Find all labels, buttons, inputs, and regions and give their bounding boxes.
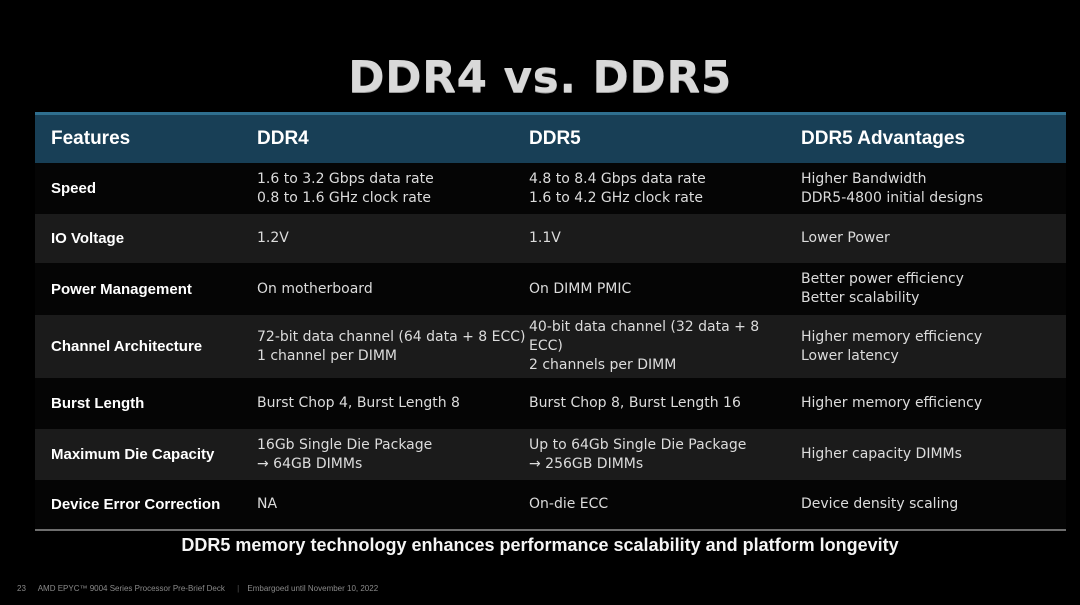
ddr4-value: 72-bit data channel (64 data + 8 ECC) 1 … bbox=[241, 328, 526, 366]
ddr5-line: On-die ECC bbox=[529, 496, 609, 512]
ddr4-line: 16Gb Single Die Package bbox=[257, 436, 433, 453]
advantage-line: Higher memory efficiency bbox=[801, 395, 983, 411]
ddr5-line: 4.8 to 8.4 Gbps data rate bbox=[529, 170, 706, 187]
feature-label: Burst Length bbox=[51, 395, 145, 412]
table-row-channel-architecture: Channel Architecture 72-bit data channel… bbox=[35, 315, 1066, 378]
table-row-max-die-capacity: Maximum Die Capacity 16Gb Single Die Pac… bbox=[35, 429, 1066, 480]
slide-tagline: DDR5 memory technology enhances performa… bbox=[181, 535, 899, 555]
ddr5-line: 2 channels per DIMM bbox=[529, 357, 677, 373]
feature-label: Speed bbox=[51, 180, 97, 197]
comparison-table: Features DDR4 DDR5 DDR5 Advantages Speed… bbox=[35, 112, 1066, 531]
advantage-line: Higher Bandwidth bbox=[801, 170, 927, 187]
ddr4-line: 1.6 to 3.2 Gbps data rate bbox=[257, 170, 434, 187]
ddr4-line: 0.8 to 1.6 GHz clock rate bbox=[257, 189, 431, 206]
ddr4-line: Burst Chop 4, Burst Length 8 bbox=[257, 395, 460, 411]
advantage-value: Better power efficiency Better scalabili… bbox=[785, 270, 1066, 308]
advantage-value: Higher memory efficiency bbox=[785, 394, 1066, 413]
embargo-notice: Embargoed until November 10, 2022 bbox=[247, 584, 379, 593]
table-row-io-voltage: IO Voltage 1.2V 1.1V Lower Power bbox=[35, 214, 1066, 263]
ddr5-line: 40-bit data channel (32 data + 8 ECC) bbox=[529, 319, 760, 354]
advantage-line: Lower Power bbox=[801, 230, 890, 246]
ddr4-value: 1.2V bbox=[241, 229, 513, 248]
advantage-line: Higher capacity DIMMs bbox=[801, 446, 962, 462]
ddr4-line: → 64GB DIMMs bbox=[257, 455, 363, 472]
advantage-line: Lower latency bbox=[801, 347, 899, 364]
ddr4-value: 16Gb Single Die Package → 64GB DIMMs bbox=[241, 436, 513, 474]
ddr5-value: Burst Chop 8, Burst Length 16 bbox=[513, 394, 785, 413]
table-row-burst-length: Burst Length Burst Chop 4, Burst Length … bbox=[35, 378, 1066, 429]
advantage-line: Higher memory efficiency bbox=[801, 328, 983, 345]
advantage-value: Higher memory efficiency Lower latency bbox=[785, 328, 1066, 366]
advantage-value: Higher Bandwidth DDR5-4800 initial desig… bbox=[785, 170, 1066, 208]
ddr4-value: 1.6 to 3.2 Gbps data rate 0.8 to 1.6 GHz… bbox=[241, 170, 513, 208]
header-advantages: DDR5 Advantages bbox=[801, 128, 966, 149]
ddr5-value: Up to 64Gb Single Die Package → 256GB DI… bbox=[513, 436, 785, 474]
feature-label: Power Management bbox=[51, 280, 192, 298]
ddr5-value: 40-bit data channel (32 data + 8 ECC) 2 … bbox=[513, 318, 785, 375]
ddr4-line: 1.2V bbox=[257, 230, 289, 246]
feature-label: Device Error Correction bbox=[51, 496, 221, 513]
advantage-line: Better scalability bbox=[801, 290, 920, 306]
table-header-row: Features DDR4 DDR5 DDR5 Advantages bbox=[35, 112, 1066, 163]
page-number: 23 bbox=[17, 584, 26, 593]
ddr5-value: On-die ECC bbox=[513, 495, 785, 514]
advantage-value: Higher capacity DIMMs bbox=[785, 445, 1066, 464]
advantage-value: Device density scaling bbox=[785, 495, 1066, 514]
table-row-device-error-correction: Device Error Correction NA On-die ECC De… bbox=[35, 480, 1066, 529]
advantage-line: Better power efficiency bbox=[801, 271, 964, 287]
ddr5-line: On DIMM PMIC bbox=[529, 280, 632, 297]
ddr4-value: On motherboard bbox=[241, 280, 513, 299]
advantage-value: Lower Power bbox=[785, 229, 1066, 248]
advantage-line: DDR5-4800 initial designs bbox=[801, 189, 984, 206]
header-features: Features bbox=[51, 128, 131, 149]
header-ddr5: DDR5 bbox=[529, 128, 581, 149]
advantage-line: Device density scaling bbox=[801, 496, 959, 512]
slide-footer: 23 AMD EPYC™ 9004 Series Processor Pre-B… bbox=[17, 584, 388, 593]
ddr4-line: NA bbox=[257, 496, 278, 512]
footer-separator: | bbox=[237, 584, 240, 593]
table-bottom-rule bbox=[35, 529, 1066, 531]
ddr5-value: 1.1V bbox=[513, 229, 785, 248]
feature-label: Channel Architecture bbox=[51, 338, 203, 355]
ddr5-value: On DIMM PMIC bbox=[513, 280, 785, 299]
feature-label: IO Voltage bbox=[51, 230, 125, 247]
ddr4-value: Burst Chop 4, Burst Length 8 bbox=[241, 394, 513, 413]
header-ddr4: DDR4 bbox=[257, 128, 309, 149]
ddr5-line: 1.1V bbox=[529, 230, 561, 246]
ddr4-line: On motherboard bbox=[257, 280, 373, 297]
ddr5-line: Burst Chop 8, Burst Length 16 bbox=[529, 395, 741, 411]
ddr5-line: → 256GB DIMMs bbox=[529, 455, 644, 472]
ddr5-line: Up to 64Gb Single Die Package bbox=[529, 436, 747, 453]
ddr4-line: 72-bit data channel (64 data + 8 ECC) bbox=[257, 328, 526, 345]
ddr4-value: NA bbox=[241, 495, 513, 514]
deck-title: AMD EPYC™ 9004 Series Processor Pre-Brie… bbox=[37, 584, 225, 593]
slide-title: DDR4 vs. DDR5 bbox=[348, 52, 732, 103]
ddr4-line: 1 channel per DIMM bbox=[257, 347, 397, 364]
table-row-speed: Speed 1.6 to 3.2 Gbps data rate 0.8 to 1… bbox=[35, 163, 1066, 214]
table-row-power-management: Power Management On motherboard On DIMM … bbox=[35, 263, 1066, 315]
ddr5-line: 1.6 to 4.2 GHz clock rate bbox=[529, 189, 703, 206]
feature-label: Maximum Die Capacity bbox=[51, 446, 215, 463]
ddr5-value: 4.8 to 8.4 Gbps data rate 1.6 to 4.2 GHz… bbox=[513, 170, 785, 208]
